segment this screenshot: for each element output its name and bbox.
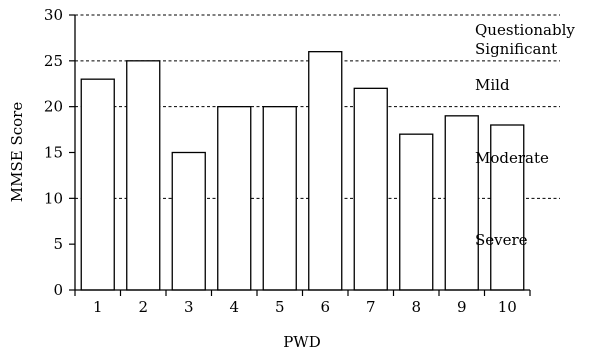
bar-1	[80, 78, 115, 291]
y-axis-ticks: 0 5 10 15 20 25 30	[44, 6, 75, 299]
x-tick-label: 5	[275, 298, 285, 316]
x-tick-label: 9	[457, 298, 467, 316]
x-tick-label: 1	[93, 298, 103, 316]
bars	[80, 51, 525, 291]
bar-3	[171, 151, 206, 291]
x-tick-label: 8	[411, 298, 421, 316]
y-tick-label: 25	[44, 52, 63, 70]
x-tick-label: 4	[229, 298, 239, 316]
x-axis-title: PWD	[283, 333, 321, 351]
y-tick-label: 15	[44, 144, 63, 162]
x-tick-label: 10	[498, 298, 517, 316]
region-label: Significant	[475, 40, 557, 58]
x-tick-label: 2	[138, 298, 148, 316]
bar-4	[217, 106, 252, 291]
y-tick-label: 20	[44, 98, 63, 116]
y-tick-label: 30	[44, 6, 63, 24]
x-tick-label: 3	[184, 298, 194, 316]
region-label: Severe	[475, 231, 528, 249]
bar-6	[308, 51, 343, 291]
region-label: Mild	[475, 76, 510, 94]
y-tick-label: 0	[53, 281, 63, 299]
bar-8	[399, 133, 434, 291]
bar-2	[126, 60, 161, 291]
bar-7	[353, 87, 388, 291]
bar-9	[444, 115, 479, 291]
bar-5	[262, 106, 297, 291]
x-tick-label: 6	[320, 298, 330, 316]
x-tick-label: 7	[366, 298, 376, 316]
bar-10	[490, 124, 525, 291]
region-label: Questionably	[475, 21, 575, 39]
y-tick-label: 10	[44, 189, 63, 207]
x-axis-ticks: 1 2 3 4 5 6 7 8 9 10	[74, 290, 531, 316]
y-tick-label: 5	[53, 235, 63, 253]
y-axis-title: MMSE Score	[8, 102, 26, 203]
region-label: Moderate	[475, 149, 549, 167]
